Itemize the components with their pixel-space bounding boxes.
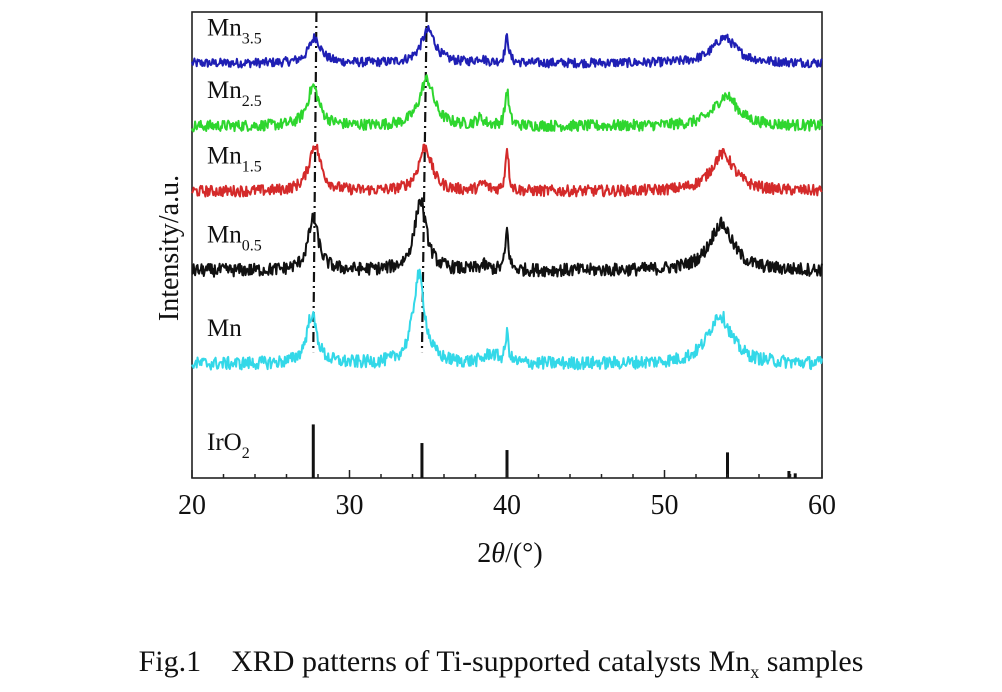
label-sub: 1.5 — [242, 158, 262, 175]
x-tick-label-20: 20 — [178, 490, 206, 521]
series-label-1: Mn2.5 — [207, 77, 262, 110]
x-tick-label-40: 40 — [493, 490, 521, 521]
reference-sticks — [311, 424, 797, 478]
label-base: Mn — [207, 315, 242, 342]
label-sub: 0.5 — [242, 238, 262, 255]
label-sub: 2 — [242, 445, 250, 462]
x-axis: 20 30 40 50 60 — [178, 470, 836, 521]
label-base: IrO — [207, 429, 242, 456]
y-axis-title: Intensity/a.u. — [154, 175, 185, 321]
x-tick-label-50: 50 — [651, 490, 679, 521]
x-title-pre: 2 — [477, 538, 491, 569]
trace-1 — [191, 74, 823, 133]
label-sub: 2.5 — [242, 93, 262, 110]
trace-0 — [191, 25, 823, 69]
x-tick-label-30: 30 — [336, 490, 364, 521]
x-title-post: /(°) — [505, 538, 543, 569]
figure-caption: Fig.1 XRD patterns of Ti-supported catal… — [0, 645, 1002, 683]
x-tick-label-60: 60 — [808, 490, 836, 521]
trace-3 — [191, 197, 823, 278]
caption-suffix: samples — [759, 645, 864, 678]
plot-frame — [191, 11, 823, 479]
trace-2 — [191, 143, 823, 198]
label-base: Mn — [207, 77, 242, 104]
series-label-4: Mn — [207, 315, 242, 342]
label-sub: 3.5 — [242, 30, 262, 47]
series-label-2: Mn1.5 — [207, 142, 262, 175]
caption-prefix: Fig.1 XRD patterns of Ti-supported catal… — [138, 645, 751, 678]
trace-4 — [191, 268, 823, 371]
series-label-0: Mn3.5 — [207, 14, 262, 47]
x-axis-title: 2θ/(°) — [477, 538, 542, 569]
label-base: Mn — [207, 142, 242, 169]
reference-label: IrO2 — [207, 429, 250, 462]
guide-line-0 — [312, 11, 318, 353]
series-label-3: Mn0.5 — [207, 222, 262, 255]
x-title-theta: θ — [491, 538, 505, 569]
caption-sub: x — [750, 662, 760, 682]
traces — [191, 25, 823, 371]
label-base: Mn — [207, 14, 242, 41]
label-base: Mn — [207, 222, 242, 249]
